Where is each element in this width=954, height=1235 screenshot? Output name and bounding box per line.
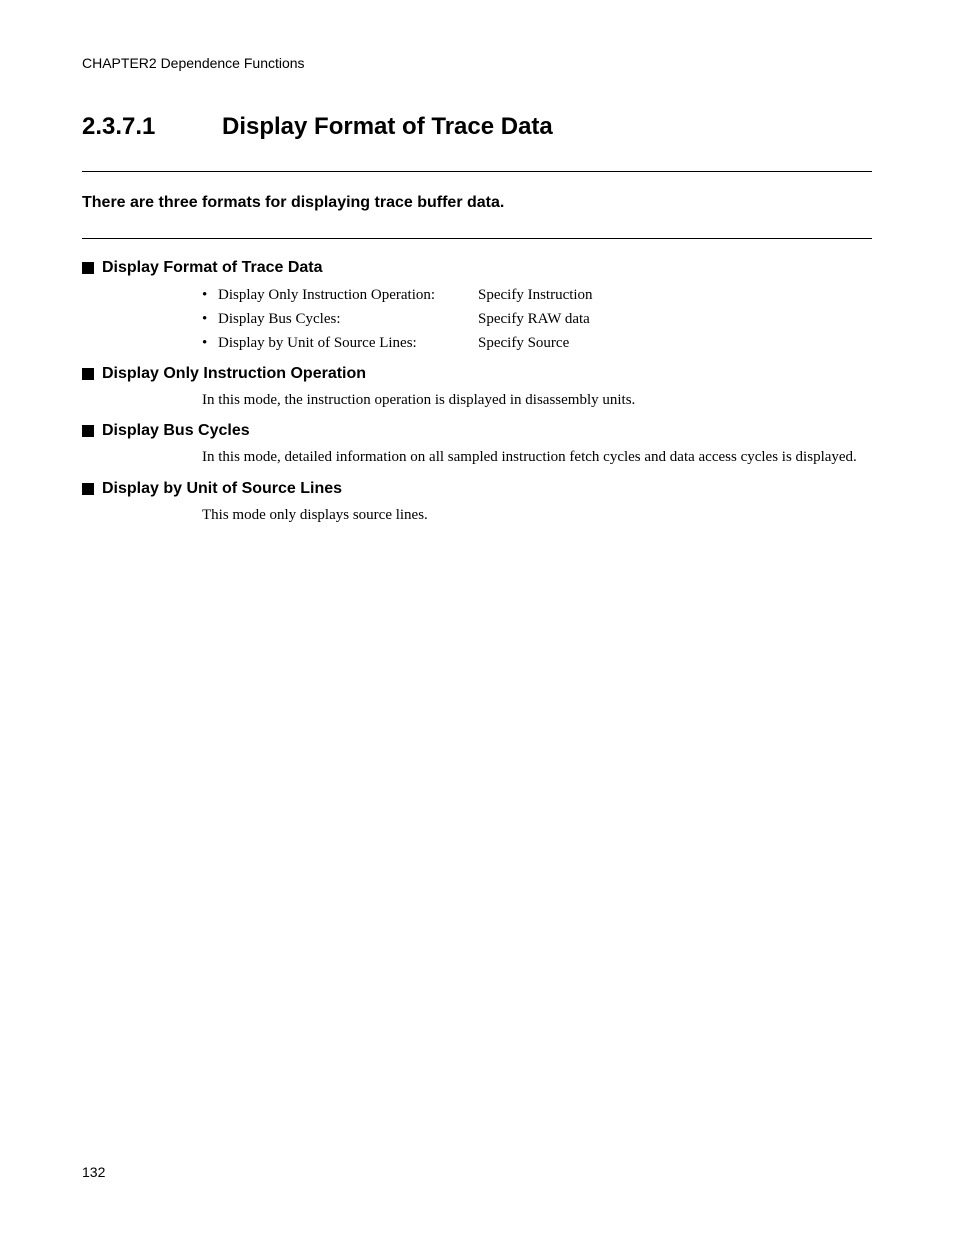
subheading-bus-cycles: Display Bus Cycles	[82, 422, 872, 440]
section-title: 2.3.7.1Display Format of Trace Data	[82, 113, 872, 141]
square-bullet-icon	[82, 483, 94, 495]
body-paragraph: In this mode, the instruction operation …	[202, 389, 872, 412]
page-content: CHAPTER2 Dependence Functions 2.3.7.1Dis…	[0, 0, 954, 527]
bullet-dot-icon: •	[202, 283, 218, 307]
intro-text: There are three formats for displaying t…	[82, 194, 872, 212]
square-bullet-icon	[82, 262, 94, 274]
subheading-text: Display Only Instruction Operation	[102, 365, 366, 383]
bullet-spec: Specify Instruction	[478, 283, 872, 307]
body-paragraph: This mode only displays source lines.	[202, 504, 872, 527]
page-number: 132	[82, 1164, 105, 1180]
section-title-text: Display Format of Trace Data	[222, 113, 553, 140]
bullet-spec: Specify Source	[478, 331, 872, 355]
intro-block: There are three formats for displaying t…	[82, 171, 872, 239]
subheading-instruction-operation: Display Only Instruction Operation	[82, 365, 872, 383]
bullet-label: Display Bus Cycles:	[218, 307, 478, 331]
bullet-spec: Specify RAW data	[478, 307, 872, 331]
subheading-text: Display Format of Trace Data	[102, 259, 323, 277]
bullet-label: Display by Unit of Source Lines:	[218, 331, 478, 355]
page-header: CHAPTER2 Dependence Functions	[82, 55, 872, 71]
square-bullet-icon	[82, 425, 94, 437]
bullet-list: • Display Only Instruction Operation: Sp…	[202, 283, 872, 355]
bullet-label: Display Only Instruction Operation:	[218, 283, 478, 307]
section-number: 2.3.7.1	[82, 113, 222, 141]
subheading-display-format: Display Format of Trace Data	[82, 259, 872, 277]
bullet-dot-icon: •	[202, 307, 218, 331]
chapter-label: CHAPTER2 Dependence Functions	[82, 55, 305, 71]
subheading-source-lines: Display by Unit of Source Lines	[82, 480, 872, 498]
bullet-item: • Display Bus Cycles: Specify RAW data	[202, 307, 872, 331]
square-bullet-icon	[82, 368, 94, 380]
bullet-dot-icon: •	[202, 331, 218, 355]
bullet-item: • Display Only Instruction Operation: Sp…	[202, 283, 872, 307]
subheading-text: Display by Unit of Source Lines	[102, 480, 342, 498]
bullet-item: • Display by Unit of Source Lines: Speci…	[202, 331, 872, 355]
subheading-text: Display Bus Cycles	[102, 422, 250, 440]
body-paragraph: In this mode, detailed information on al…	[202, 446, 872, 469]
